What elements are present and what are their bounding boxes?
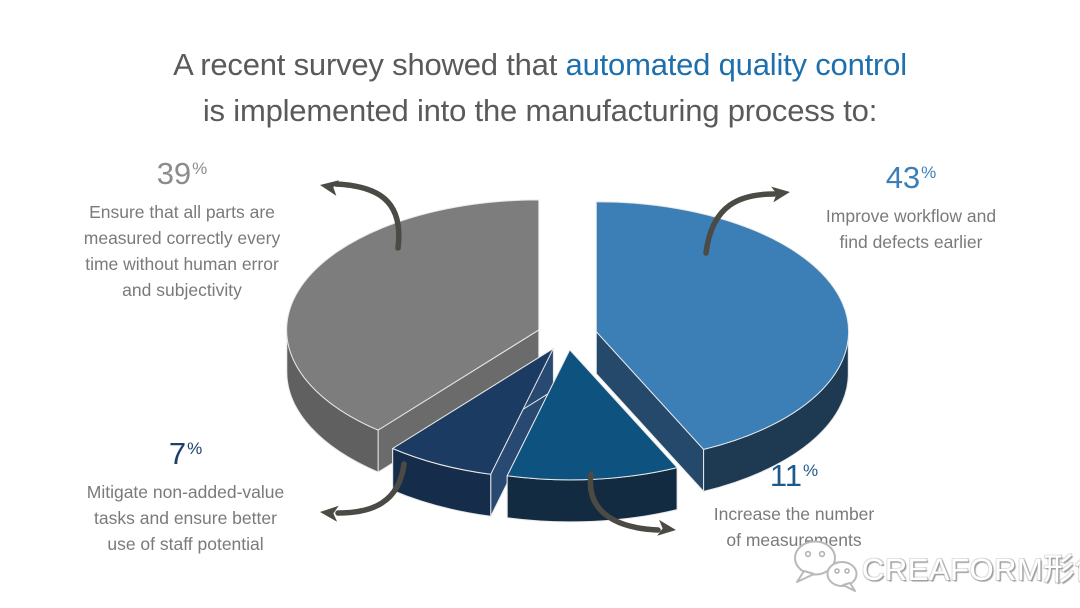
wechat-icon: [794, 540, 858, 592]
callout-line: time without human error: [85, 254, 279, 274]
percent-sign: %: [187, 439, 203, 458]
watermark: CREAFORM形创: [788, 538, 1080, 594]
callout-line: Mitigate non-added-value: [86, 482, 285, 502]
callout-line: tasks and ensure better: [94, 508, 277, 528]
percent-value-11: 11%: [676, 458, 912, 494]
curved-arrow-icon: [320, 461, 407, 522]
pie-slice-7pct: [392, 347, 554, 517]
callout-line: find defects earlier: [839, 232, 983, 252]
title-highlight: automated quality control: [565, 47, 908, 82]
percent-number: 39: [156, 156, 192, 191]
callout-line: and subjectivity: [122, 280, 242, 300]
curved-arrow-icon: [703, 186, 790, 256]
curved-arrow-icon: [587, 471, 676, 536]
callout-7-percent: 7% Mitigate non-added-value tasks and en…: [58, 436, 313, 557]
callout-line: Ensure that all parts are: [89, 202, 275, 222]
callout-description: Mitigate non-added-value tasks and ensur…: [58, 479, 313, 557]
callout-arrows: [320, 180, 790, 536]
title-text: A recent survey showed that: [173, 47, 566, 82]
callout-39-percent: 39% Ensure that all parts are measured c…: [53, 156, 311, 303]
percent-sign: %: [803, 461, 819, 480]
watermark-text: CREAFORM形创: [862, 551, 1080, 587]
pie-3d: [286, 199, 850, 523]
percent-sign: %: [192, 159, 208, 178]
percent-value-43: 43%: [796, 160, 1026, 196]
callout-line: measured correctly every: [83, 228, 281, 248]
percent-number: 11: [769, 458, 803, 493]
callout-line: Improve workflow and: [825, 206, 997, 226]
percent-sign: %: [921, 163, 937, 182]
callout-line: use of staff potential: [107, 534, 264, 554]
percent-value-39: 39%: [53, 156, 311, 192]
callout-description: Improve workflow and find defects earlie…: [796, 203, 1026, 255]
callout-description: Ensure that all parts are measured corre…: [53, 199, 311, 303]
callout-line: Increase the number: [713, 504, 875, 524]
percent-number: 7: [168, 436, 187, 471]
title-line-1: A recent survey showed that automated qu…: [0, 42, 1080, 88]
page-title: A recent survey showed that automated qu…: [0, 42, 1080, 134]
pie-slice-43pct: [595, 201, 850, 492]
curved-arrow-icon: [320, 180, 402, 251]
percent-number: 43: [885, 160, 921, 195]
title-line-2: is implemented into the manufacturing pr…: [202, 93, 878, 128]
percent-value-7: 7%: [58, 436, 313, 472]
callout-43-percent: 43% Improve workflow and find defects ea…: [796, 160, 1026, 255]
